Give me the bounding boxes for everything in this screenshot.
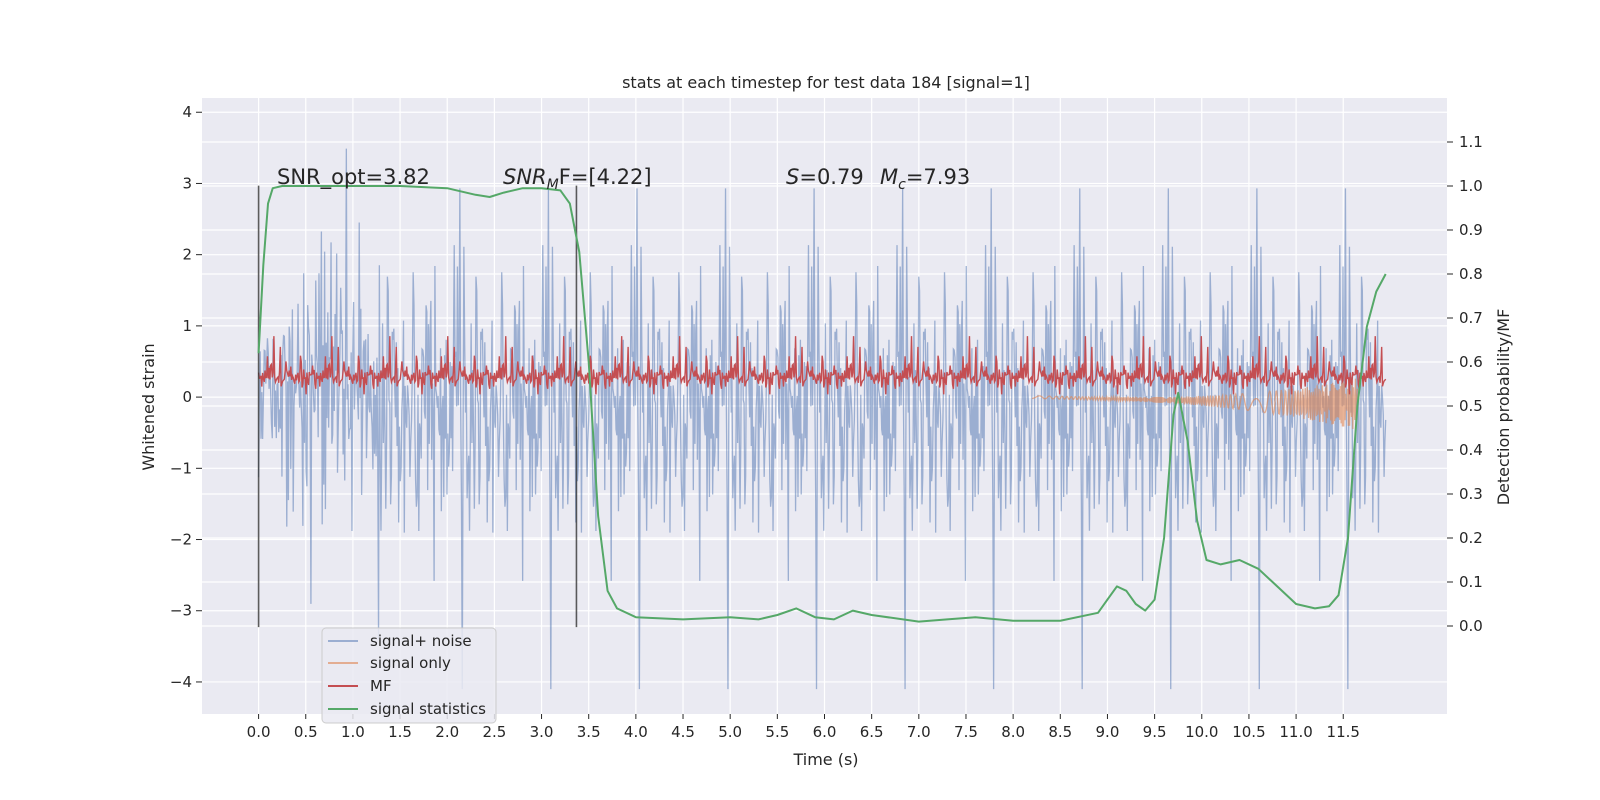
x-tick-label: 2.0 — [435, 723, 459, 741]
noise-trace — [257, 148, 1387, 690]
y-tick-label: 4 — [182, 103, 192, 121]
chart-title: stats at each timestep for test data 184… — [622, 73, 1030, 92]
x-tick-label: 1.5 — [388, 723, 412, 741]
legend-label-signal-only: signal only — [370, 654, 451, 672]
x-tick-label: 5.0 — [718, 723, 742, 741]
y-tick-label: −2 — [170, 531, 192, 549]
y-axis-label-left: Whitened strain — [139, 343, 158, 470]
y-right-tick-label: 0.4 — [1459, 441, 1483, 459]
y-axis-left: −4 −3 −2 −1 0 1 2 3 4 — [170, 103, 202, 691]
series-mf — [257, 336, 1387, 395]
x-tick-label: 11.5 — [1327, 723, 1360, 741]
series-signal-statistics — [257, 185, 1387, 623]
annotation-s: S=0.79 — [786, 165, 864, 189]
x-tick-label: 0.5 — [294, 723, 318, 741]
legend-box — [321, 627, 497, 724]
x-tick-label: 2.5 — [482, 723, 506, 741]
x-tick-label: 4.0 — [624, 723, 648, 741]
plot-series — [257, 148, 1387, 690]
y-tick-label: 2 — [182, 246, 192, 264]
y-right-tick-label: 0.3 — [1459, 485, 1483, 503]
y-tick-label: 3 — [182, 174, 192, 192]
y-right-tick-label: 0.0 — [1459, 617, 1483, 635]
x-tick-label: 7.5 — [954, 723, 978, 741]
x-tick-label: 1.0 — [341, 723, 365, 741]
y-right-tick-label: 0.1 — [1459, 573, 1483, 591]
series-signal-noise — [257, 148, 1387, 690]
y-right-tick-label: 1.1 — [1459, 133, 1483, 151]
x-tick-label: 3.5 — [577, 723, 601, 741]
x-tick-label: 3.0 — [530, 723, 554, 741]
y-right-tick-label: 0.5 — [1459, 397, 1483, 415]
y-tick-label: −3 — [170, 602, 192, 620]
y-right-tick-label: 0.9 — [1459, 221, 1483, 239]
y-tick-label: −1 — [170, 459, 192, 477]
y-tick-label: 0 — [182, 388, 192, 406]
legend-label-signal-statistics: signal statistics — [370, 700, 486, 718]
x-tick-label: 10.0 — [1185, 723, 1218, 741]
x-tick-label: 0.0 — [247, 723, 271, 741]
y-axis-right: 0.0 0.1 0.2 0.3 0.4 0.5 0.6 0.7 0.8 0.9 1.0 1.1 — [1447, 133, 1483, 635]
legend-label-mf: MF — [370, 677, 392, 695]
legend: signal+ noise signal only MF signal stat… — [321, 627, 497, 724]
y-right-tick-label: 1.0 — [1459, 177, 1483, 195]
x-axis: 0.0 0.5 1.0 1.5 2.0 2.5 3.0 3.5 4.0 4.5 5.0 5.5 6.0 6… — [247, 714, 1360, 741]
x-tick-label: 10.5 — [1232, 723, 1265, 741]
legend-label-signal-noise: signal+ noise — [370, 632, 472, 650]
chirp-trace — [1031, 378, 1359, 429]
y-right-tick-label: 0.6 — [1459, 353, 1483, 371]
vertical-markers — [257, 185, 578, 628]
x-tick-label: 11.0 — [1279, 723, 1312, 741]
y-tick-label: −4 — [170, 673, 192, 691]
annotation-snr-opt: SNR_opt=3.82 — [277, 165, 430, 190]
y-tick-label: 1 — [182, 317, 192, 335]
annotation-mc: Mc=7.93 — [880, 165, 970, 193]
statistics-line — [257, 185, 1387, 623]
annotation-snr-mf: SNRMF=[4.22] — [503, 165, 652, 193]
x-tick-label: 8.0 — [1001, 723, 1025, 741]
x-tick-label: 7.0 — [907, 723, 931, 741]
x-axis-label: Time (s) — [792, 750, 858, 769]
x-tick-label: 4.5 — [671, 723, 695, 741]
x-tick-label: 6.0 — [813, 723, 837, 741]
y-right-tick-label: 0.7 — [1459, 309, 1483, 327]
x-tick-label: 9.5 — [1143, 723, 1167, 741]
x-tick-label: 9.0 — [1096, 723, 1120, 741]
y-right-tick-label: 0.2 — [1459, 529, 1483, 547]
x-tick-label: 8.5 — [1048, 723, 1072, 741]
y-axis-label-right: Detection probability/MF — [1494, 309, 1513, 506]
x-tick-label: 6.5 — [860, 723, 884, 741]
mf-trace — [257, 336, 1387, 395]
y-right-tick-label: 0.8 — [1459, 265, 1483, 283]
x-tick-label: 5.5 — [765, 723, 789, 741]
series-signal-only — [1031, 378, 1359, 429]
